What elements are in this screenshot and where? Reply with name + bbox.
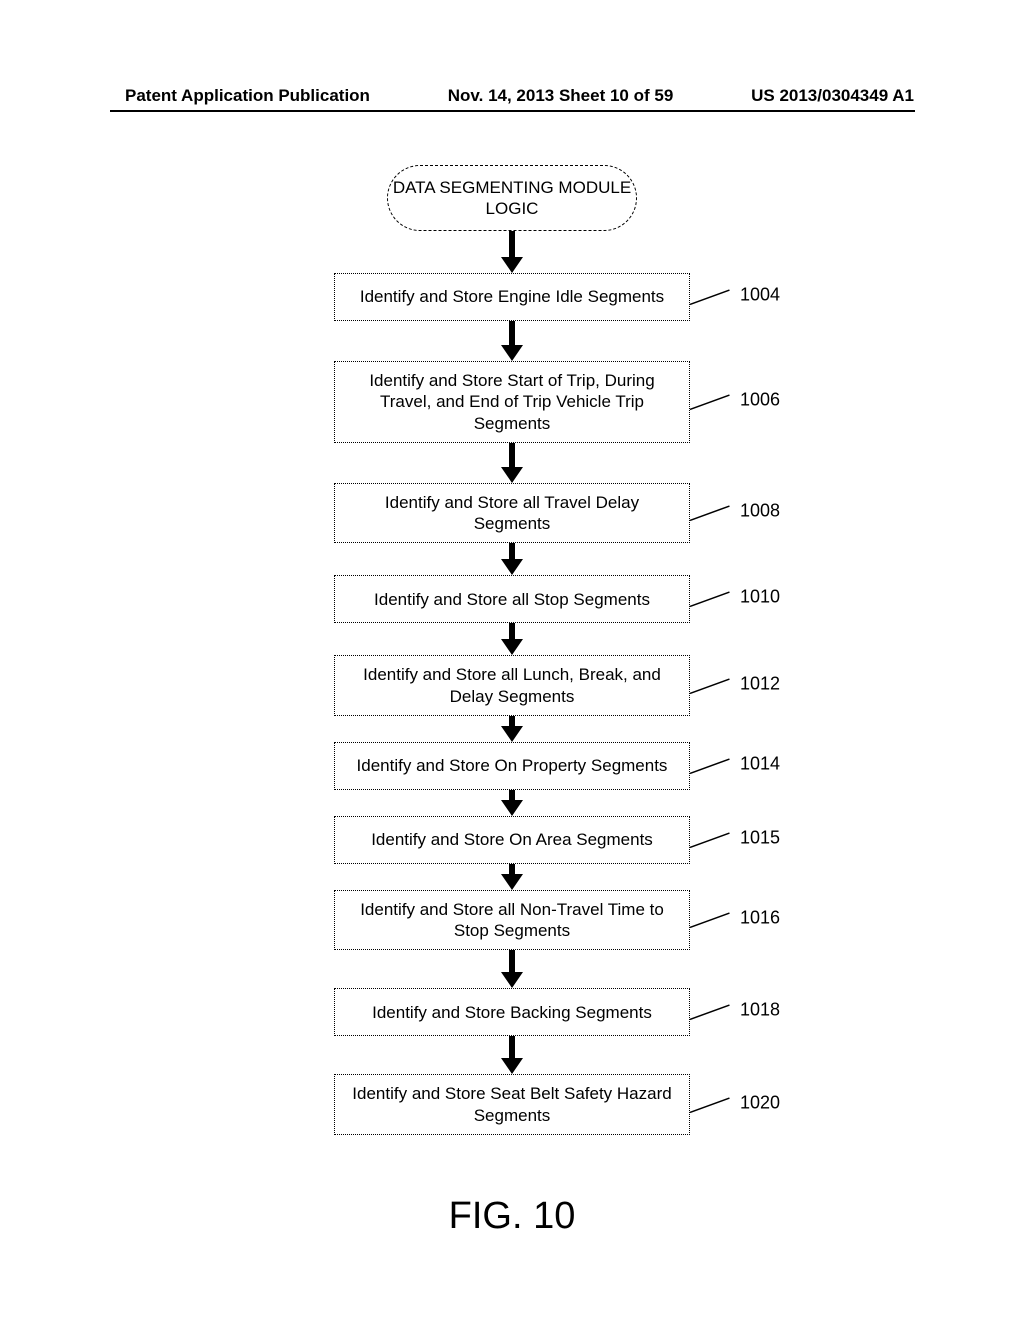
terminator-node: DATA SEGMENTING MODULE LOGIC: [387, 165, 637, 231]
ref-number: 1004: [740, 284, 780, 305]
flow-arrow: [501, 443, 523, 483]
ref-callout: 1020: [690, 1092, 780, 1113]
ref-callout: 1014: [690, 753, 780, 774]
flow-step-box: Identify and Store On Property Segments: [334, 742, 690, 790]
flow-arrow: [501, 1036, 523, 1074]
flow-step-row: Identify and Store Seat Belt Safety Haza…: [334, 1074, 690, 1135]
page-header: Patent Application Publication Nov. 14, …: [0, 86, 1024, 106]
flow-arrow: [501, 790, 523, 816]
ref-number: 1006: [740, 389, 780, 410]
flow-arrow: [501, 716, 523, 742]
flow-step-row: Identify and Store all Lunch, Break, and…: [334, 655, 690, 716]
flow-step-box: Identify and Store Backing Segments: [334, 988, 690, 1036]
ref-callout: 1015: [690, 827, 780, 848]
ref-number: 1018: [740, 1000, 780, 1021]
flow-step-box: Identify and Store all Non-Travel Time t…: [334, 890, 690, 951]
flow-arrow: [501, 623, 523, 655]
flow-step-row: Identify and Store On Property Segments1…: [334, 742, 690, 790]
terminator-row: DATA SEGMENTING MODULE LOGIC: [387, 165, 637, 231]
flow-step-box: Identify and Store On Area Segments: [334, 816, 690, 864]
leader-line: [690, 285, 734, 304]
ref-number: 1008: [740, 500, 780, 521]
ref-number: 1012: [740, 673, 780, 694]
flow-arrow: [501, 321, 523, 361]
flow-step-box: Identify and Store all Lunch, Break, and…: [334, 655, 690, 716]
ref-callout: 1018: [690, 1000, 780, 1021]
ref-callout: 1006: [690, 389, 780, 410]
flow-step-box: Identify and Store all Travel Delay Segm…: [334, 483, 690, 544]
ref-number: 1015: [740, 827, 780, 848]
ref-callout: 1004: [690, 284, 780, 305]
flow-arrow: [501, 231, 523, 273]
flow-step-row: Identify and Store all Travel Delay Segm…: [334, 483, 690, 544]
flow-step-box: Identify and Store Engine Idle Segments: [334, 273, 690, 321]
flow-step-label: Identify and Store all Stop Segments: [374, 589, 650, 610]
ref-number: 1020: [740, 1092, 780, 1113]
leader-line: [690, 390, 734, 409]
leader-line: [690, 501, 734, 520]
flow-step-row: Identify and Store Start of Trip, During…: [334, 361, 690, 443]
ref-number: 1016: [740, 907, 780, 928]
header-center: Nov. 14, 2013 Sheet 10 of 59: [448, 86, 674, 106]
leader-line: [690, 1093, 734, 1112]
flowchart: DATA SEGMENTING MODULE LOGIC Identify an…: [0, 165, 1024, 1135]
flow-arrow: [501, 543, 523, 575]
flow-step-row: Identify and Store Engine Idle Segments1…: [334, 273, 690, 321]
flow-step-label: Identify and Store Backing Segments: [372, 1002, 652, 1023]
leader-line: [690, 828, 734, 847]
flow-step-row: Identify and Store all Stop Segments1010: [334, 575, 690, 623]
terminator-label: DATA SEGMENTING MODULE LOGIC: [388, 177, 636, 220]
flow-step-label: Identify and Store all Lunch, Break, and…: [347, 664, 677, 707]
header-left: Patent Application Publication: [125, 86, 370, 106]
flow-step-label: Identify and Store On Area Segments: [371, 829, 653, 850]
flow-step-label: Identify and Store all Travel Delay Segm…: [347, 492, 677, 535]
ref-callout: 1016: [690, 907, 780, 928]
flow-step-label: Identify and Store Engine Idle Segments: [360, 286, 664, 307]
flow-step-row: Identify and Store On Area Segments1015: [334, 816, 690, 864]
ref-number: 1014: [740, 753, 780, 774]
flow-step-box: Identify and Store all Stop Segments: [334, 575, 690, 623]
ref-callout: 1010: [690, 587, 780, 608]
flow-step-box: Identify and Store Start of Trip, During…: [334, 361, 690, 443]
ref-number: 1010: [740, 587, 780, 608]
flow-step-row: Identify and Store all Non-Travel Time t…: [334, 890, 690, 951]
flow-arrow: [501, 864, 523, 890]
flow-step-label: Identify and Store Start of Trip, During…: [347, 370, 677, 434]
leader-line: [690, 1001, 734, 1020]
figure-label: FIG. 10: [0, 1195, 1024, 1238]
flow-step-label: Identify and Store On Property Segments: [357, 755, 668, 776]
header-right: US 2013/0304349 A1: [751, 86, 914, 106]
flow-step-label: Identify and Store all Non-Travel Time t…: [347, 899, 677, 942]
leader-line: [690, 908, 734, 927]
ref-callout: 1012: [690, 673, 780, 694]
ref-callout: 1008: [690, 500, 780, 521]
flow-step-label: Identify and Store Seat Belt Safety Haza…: [347, 1083, 677, 1126]
leader-line: [690, 588, 734, 607]
flow-arrow: [501, 950, 523, 988]
leader-line: [690, 754, 734, 773]
flow-step-box: Identify and Store Seat Belt Safety Haza…: [334, 1074, 690, 1135]
header-rule: [110, 110, 915, 112]
leader-line: [690, 674, 734, 693]
flow-step-row: Identify and Store Backing Segments1018: [334, 988, 690, 1036]
